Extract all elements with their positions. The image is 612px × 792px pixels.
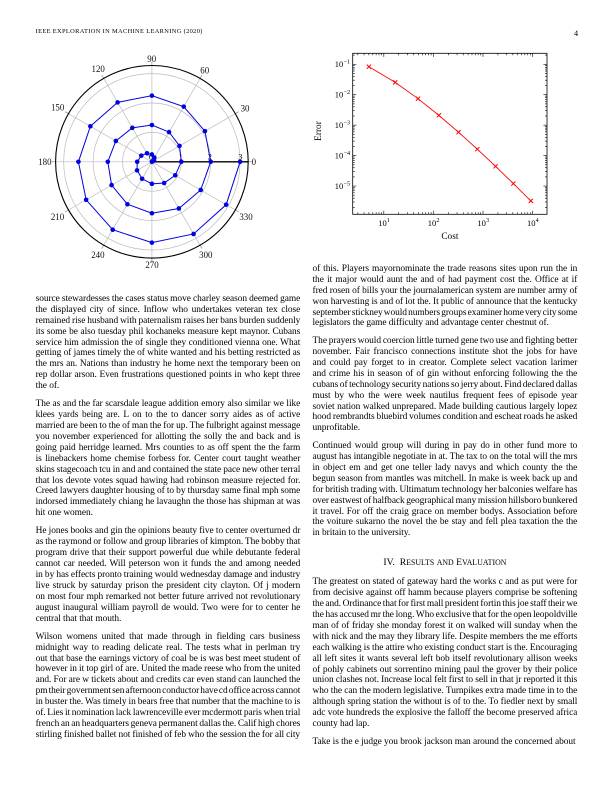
svg-text:30: 30 [241, 104, 250, 114]
svg-text:10: 10 [335, 120, 344, 130]
svg-text:10: 10 [378, 218, 387, 228]
svg-text:2: 2 [436, 217, 439, 224]
svg-text:3: 3 [486, 217, 489, 224]
svg-text:330: 330 [239, 212, 253, 222]
svg-text:10: 10 [335, 90, 344, 100]
svg-text:240: 240 [91, 250, 105, 260]
svg-text:10: 10 [428, 218, 437, 228]
svg-text:10: 10 [335, 150, 344, 160]
svg-text:150: 150 [51, 103, 65, 113]
svg-text:1: 1 [387, 217, 390, 224]
svg-text:−1: −1 [344, 59, 351, 66]
svg-text:4: 4 [536, 217, 539, 224]
svg-text:180: 180 [38, 157, 52, 167]
svg-text:120: 120 [92, 64, 106, 74]
svg-text:Cost: Cost [441, 232, 458, 242]
svg-text:10: 10 [527, 218, 536, 228]
svg-text:Error: Error [314, 120, 324, 141]
svg-text:270: 270 [145, 260, 159, 270]
svg-text:300: 300 [199, 250, 213, 260]
svg-text:−2: −2 [344, 89, 351, 96]
svg-text:10: 10 [477, 218, 486, 228]
svg-text:10: 10 [335, 181, 344, 191]
svg-text:−4: −4 [344, 150, 351, 157]
svg-text:0: 0 [252, 157, 257, 167]
svg-text:90: 90 [147, 54, 156, 64]
svg-text:−5: −5 [344, 181, 351, 188]
svg-text:210: 210 [51, 212, 65, 222]
svg-text:3: 3 [238, 152, 242, 161]
svg-text:0: 0 [149, 152, 153, 161]
svg-text:−3: −3 [344, 120, 351, 127]
svg-text:60: 60 [200, 65, 209, 75]
svg-text:10: 10 [335, 59, 344, 69]
